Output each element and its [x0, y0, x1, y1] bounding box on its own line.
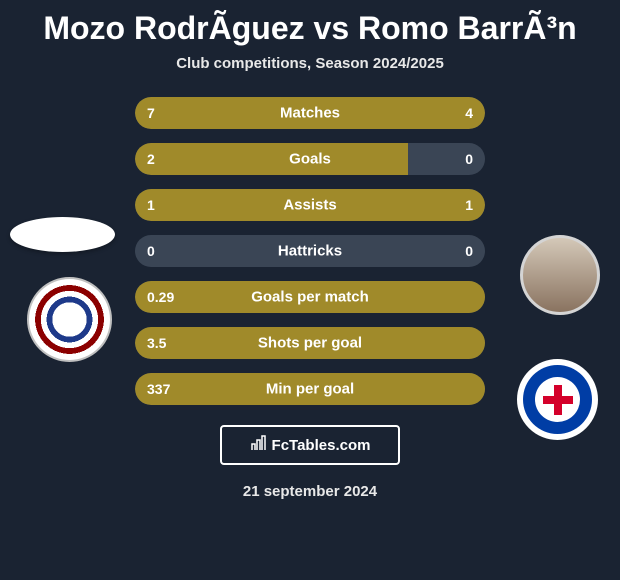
player-right-avatar [520, 235, 600, 315]
stat-value-left: 0.29 [147, 289, 174, 305]
stat-value-left: 0 [147, 243, 155, 259]
stat-label: Hattricks [278, 243, 342, 260]
date-text: 21 september 2024 [0, 483, 620, 500]
club-badge-left [27, 277, 112, 362]
stat-label: Goals per match [251, 289, 369, 306]
branding-box: FcTables.com [220, 425, 400, 465]
stat-value-right: 0 [465, 243, 473, 259]
stat-label: Min per goal [266, 381, 354, 398]
stat-value-left: 1 [147, 197, 155, 213]
stat-value-left: 7 [147, 105, 155, 121]
stat-label: Assists [283, 197, 336, 214]
stats-bars-container: 7 Matches 4 2 Goals 0 1 Assists 1 0 Hattricks 0 0.29… [135, 97, 485, 405]
stat-label: Goals [289, 151, 331, 168]
player-left-avatar [10, 217, 115, 252]
stat-row: 2 Goals 0 [135, 143, 485, 175]
stat-row: 3.5 Shots per goal [135, 327, 485, 359]
stat-label: Shots per goal [258, 335, 362, 352]
stat-value-left: 2 [147, 151, 155, 167]
stat-row: 0.29 Goals per match [135, 281, 485, 313]
stat-label: Matches [280, 105, 340, 122]
stat-value-right: 0 [465, 151, 473, 167]
guadalajara-icon [27, 277, 112, 362]
stat-value-right: 1 [465, 197, 473, 213]
cruzazul-icon [515, 357, 600, 442]
main-comparison-area: 7 Matches 4 2 Goals 0 1 Assists 1 0 Hattricks 0 0.29… [0, 97, 620, 405]
comparison-subtitle: Club competitions, Season 2024/2025 [0, 55, 620, 72]
stat-row: 7 Matches 4 [135, 97, 485, 129]
branding-text: FcTables.com [272, 437, 371, 454]
stat-value-left: 3.5 [147, 335, 166, 351]
stat-row: 1 Assists 1 [135, 189, 485, 221]
stat-bar-left [135, 143, 408, 175]
stat-value-left: 337 [147, 381, 170, 397]
club-badge-right [515, 357, 600, 442]
stat-row: 337 Min per goal [135, 373, 485, 405]
stat-row: 0 Hattricks 0 [135, 235, 485, 267]
comparison-title: Mozo RodrÃ­guez vs Romo BarrÃ³n [0, 0, 620, 47]
chart-icon [250, 434, 268, 457]
stat-value-right: 4 [465, 105, 473, 121]
